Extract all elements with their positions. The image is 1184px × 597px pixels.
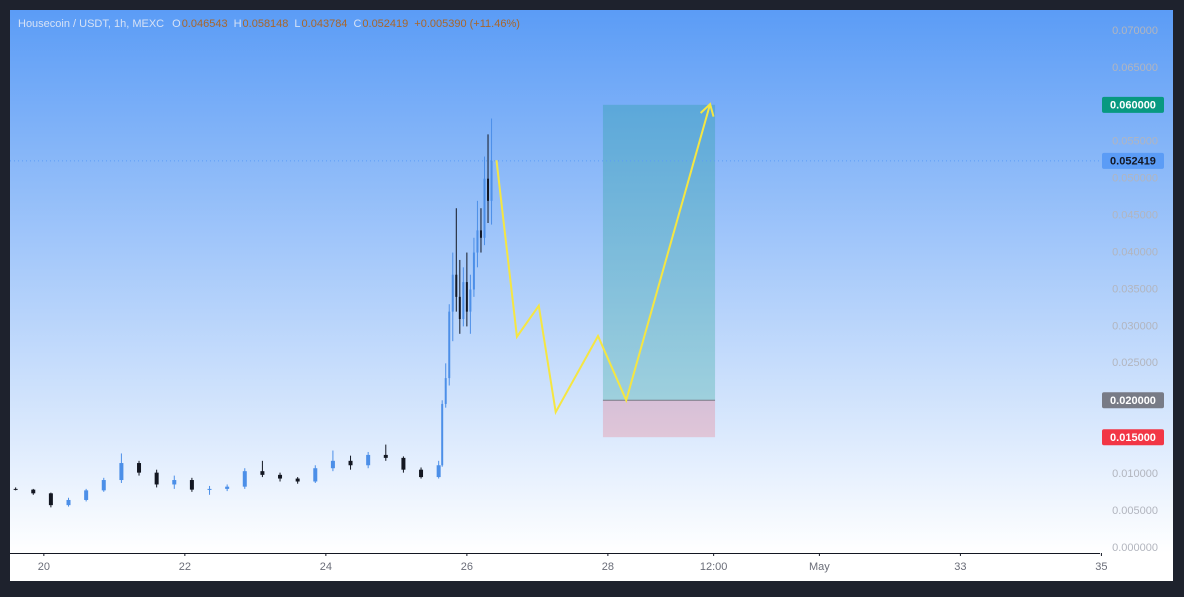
y-tick-label: 0.070000 [1112, 25, 1158, 37]
candle-body [490, 160, 493, 201]
y-tick-label: 0.005000 [1112, 505, 1158, 517]
y-tick-label: 0.000000 [1112, 542, 1158, 554]
candle-body [313, 468, 318, 482]
y-tick-label: 0.065000 [1112, 62, 1158, 74]
stop-badge-label: 0.015000 [1110, 432, 1156, 444]
candle-body [383, 454, 388, 458]
candle-body [448, 311, 451, 379]
legend-value: 0.043784 [302, 18, 348, 30]
candle-body [66, 499, 71, 506]
target-badge-label: 0.060000 [1110, 100, 1156, 112]
x-tick-label: 35 [1095, 561, 1107, 573]
candle-body [330, 460, 335, 469]
candle-body [225, 486, 230, 489]
candle-body [455, 274, 458, 297]
x-tick-label: 24 [320, 561, 332, 573]
legend-key: O [172, 18, 181, 30]
y-tick-label: 0.050000 [1112, 173, 1158, 185]
legend-key: L [294, 18, 300, 30]
legend-value: 0.046543 [182, 18, 228, 30]
candle-body [469, 289, 472, 312]
candle-body [242, 471, 247, 487]
candle-body [465, 282, 468, 312]
x-tick-label: 22 [179, 561, 191, 573]
candle-body [444, 378, 447, 404]
candle-body [48, 493, 53, 506]
y-tick-label: 0.030000 [1112, 320, 1158, 332]
candle-body [84, 490, 89, 500]
y-tick-label: 0.010000 [1112, 468, 1158, 480]
candle-body [441, 403, 444, 466]
candle-body [366, 454, 371, 466]
entry-badge [1102, 392, 1164, 409]
plot: 0.000000 0.005000 0.010000 0.015000 0.020000… [10, 25, 1164, 573]
candle-body [479, 230, 482, 238]
stop-zone [602, 400, 716, 438]
entry-badge-label: 0.020000 [1110, 395, 1156, 407]
candle-body [419, 469, 424, 478]
candle-body [295, 478, 300, 482]
stop-badge [1102, 429, 1164, 446]
last-price-badge-label: 0.052419 [1110, 156, 1156, 168]
chart-background [10, 10, 1173, 553]
y-tick-label: 0.055000 [1112, 136, 1158, 148]
target-badge [1102, 96, 1164, 113]
y-tick-label: 0.035000 [1112, 283, 1158, 295]
candle-body [458, 296, 461, 320]
candle-body [348, 460, 353, 466]
legend-key: C [353, 18, 361, 30]
legend-key: H [234, 18, 242, 30]
candle-body [462, 282, 465, 320]
forecast-arrowhead [699, 102, 715, 117]
y-tick-label: 0.045000 [1112, 210, 1158, 222]
x-tick-label: 20 [38, 561, 50, 573]
symbol: Housecoin / USDT, 1h, MEXC [18, 18, 164, 30]
x-tick-label: 28 [602, 561, 614, 573]
candle-body [451, 274, 454, 312]
last-price-badge [1102, 152, 1164, 169]
candle-body [436, 465, 441, 478]
candle-body [476, 230, 479, 253]
candle-body [154, 472, 159, 485]
candle-body [101, 480, 106, 491]
candle-body [401, 457, 406, 470]
y-tick-label: 0.025000 [1112, 357, 1158, 369]
forecast-path [495, 103, 712, 416]
y-tick-label: 0.040000 [1112, 246, 1158, 258]
x-tick-label: May [809, 561, 830, 573]
candle-body [172, 480, 177, 485]
candle-body [31, 489, 36, 494]
candle-body [119, 463, 124, 481]
candle-body [189, 480, 194, 490]
legend-change: +0.005390 (+11.46%) [414, 18, 520, 30]
candle-body [13, 488, 18, 490]
x-tick-label: 26 [461, 561, 473, 573]
candle-body [260, 471, 265, 475]
candle-body [487, 178, 490, 201]
x-tick-label: 12:00 [700, 561, 728, 573]
candle-body [207, 488, 212, 490]
ohlc-legend: O 0.046543 H 0.058148 L 0.043784 C 0.052419 +0.0… [172, 18, 520, 30]
candle-body [137, 463, 142, 473]
x-tick-label: 33 [954, 561, 966, 573]
legend-value: 0.058148 [243, 18, 289, 30]
candle-body [278, 474, 283, 479]
candle-body [472, 252, 475, 290]
legend-value: 0.052419 [362, 18, 408, 30]
candle-body [483, 178, 486, 238]
